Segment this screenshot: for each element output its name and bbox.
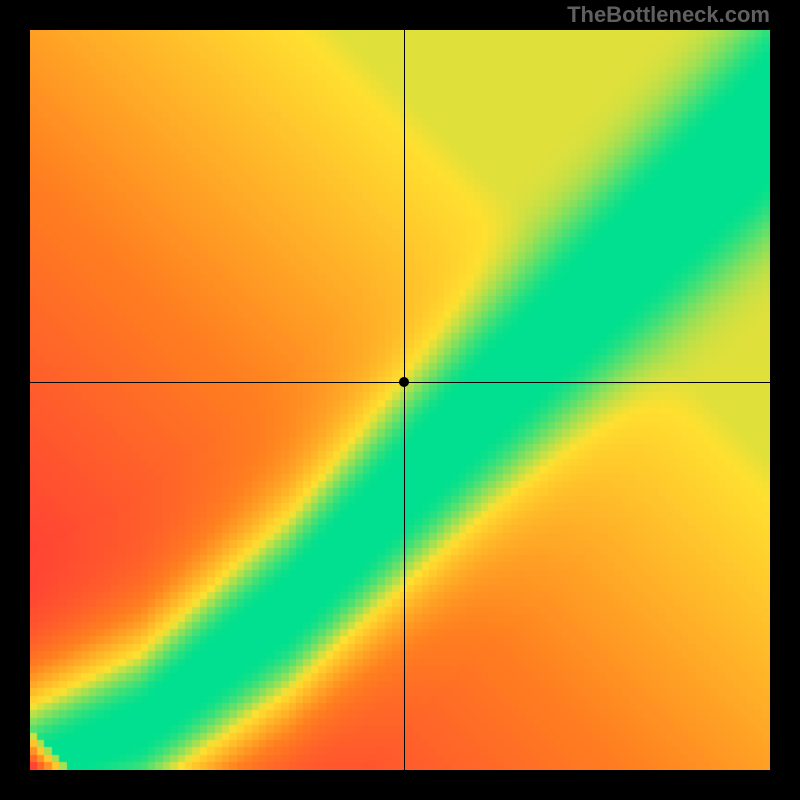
crosshair-marker: [399, 377, 409, 387]
chart-container: TheBottleneck.com: [0, 0, 800, 800]
plot-area: [30, 30, 770, 770]
watermark-text: TheBottleneck.com: [567, 2, 770, 28]
heatmap-canvas: [30, 30, 770, 770]
crosshair-vertical: [404, 30, 405, 770]
